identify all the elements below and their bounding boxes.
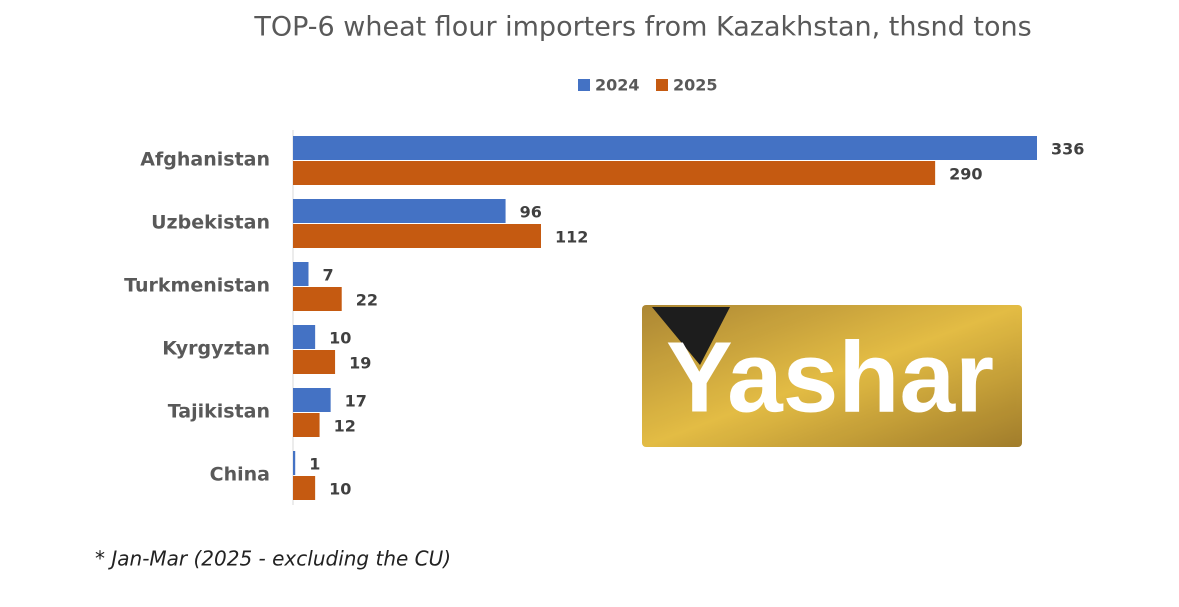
bar: [293, 199, 506, 223]
y-tick-label: Tajikistan: [168, 401, 270, 423]
watermark-box: [642, 305, 1022, 447]
data-label: 1: [309, 455, 320, 474]
bar: [293, 476, 316, 500]
legend-label: 2024: [595, 76, 640, 95]
legend-swatch: [578, 79, 590, 91]
y-tick-label: China: [210, 464, 270, 486]
bar: [293, 388, 331, 412]
y-tick-label: Uzbekistan: [151, 212, 270, 234]
bar: [293, 451, 296, 475]
data-label: 336: [1051, 140, 1084, 159]
y-tick-label: Kyrgyztan: [162, 338, 270, 360]
bar: [293, 136, 1037, 160]
bar: [293, 413, 320, 437]
data-label: 10: [329, 329, 351, 348]
watermark-triangle: [652, 307, 730, 365]
legend-label: 2025: [673, 76, 718, 95]
watermark: Yashar: [642, 305, 1022, 447]
y-tick-label: Turkmenistan: [124, 275, 270, 297]
data-label: 12: [334, 417, 356, 436]
data-label: 17: [345, 392, 367, 411]
bar: [293, 224, 541, 248]
legend-swatch: [656, 79, 668, 91]
bar: [293, 350, 336, 374]
footnote: * Jan-Mar (2025 - excluding the CU): [95, 547, 451, 571]
data-label: 19: [349, 354, 371, 373]
bar: [293, 262, 309, 286]
data-label: 10: [329, 480, 351, 499]
bar: [293, 325, 316, 349]
data-label: 96: [520, 203, 542, 222]
data-label: 22: [356, 291, 378, 310]
y-tick-label: Afghanistan: [140, 149, 270, 171]
chart-title: TOP-6 wheat flour importers from Kazakhs…: [253, 12, 1031, 43]
bar: [293, 161, 936, 185]
watermark-text: Yashar: [666, 321, 994, 433]
data-label: 112: [555, 228, 588, 247]
bar: [293, 287, 342, 311]
data-label: 7: [323, 266, 334, 285]
data-label: 290: [949, 165, 982, 184]
legend: 2024 2025: [578, 76, 718, 95]
